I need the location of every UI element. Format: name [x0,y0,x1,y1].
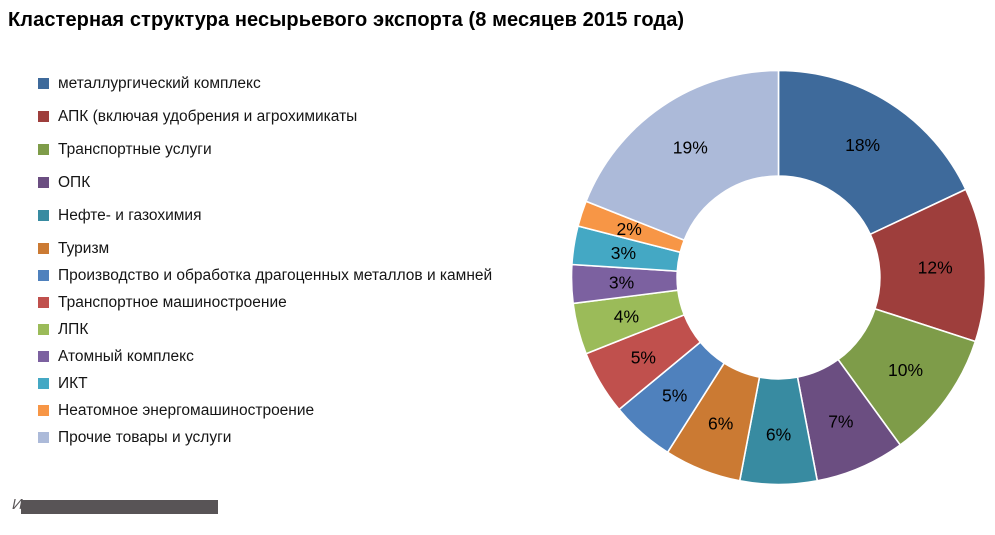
source-prefix: И [12,496,23,513]
slice-label: 10% [888,360,923,380]
legend-label: Неатомное энергомашиностроение [58,402,315,419]
slice-label: 6% [766,425,791,445]
legend-item: Нефте- и газохимия [38,205,560,226]
legend-swatch [38,210,49,221]
legend-label: металлургический комплекс [58,75,261,92]
legend-swatch [38,111,49,122]
chart-title: Кластерная структура несырьевого экспорт… [8,9,685,31]
legend-label: Нефте- и газохимия [58,207,202,224]
legend-swatch [38,324,49,335]
pie-slice [584,69,780,242]
legend-item: металлургический комплекс [38,73,560,94]
legend-item: Атомный комплекс [38,346,560,367]
slice-label: 12% [918,258,953,278]
legend-swatch [38,432,49,443]
legend-swatch [38,270,49,281]
legend-swatch [38,243,49,254]
slice-label: 19% [673,138,708,158]
legend-label: ОПК [58,174,91,191]
legend-swatch [38,144,49,155]
slice-label: 18% [845,135,880,155]
slice-label: 4% [614,307,639,327]
legend-swatch [38,351,49,362]
legend-item: АПК (включая удобрения и агрохимикаты [38,106,560,127]
slice-label: 3% [609,272,634,292]
source-redaction [20,500,218,514]
legend-label: Транспортные услуги [58,141,212,158]
legend-swatch [38,405,49,416]
legend-label: Туризм [58,240,110,257]
legend-item: Транспортные услуги [38,139,560,160]
legend-item: Производство и обработка драгоценных мет… [38,265,560,286]
slice-label: 6% [708,413,733,433]
legend-item: Неатомное энергомашиностроение [38,400,560,421]
legend: металлургический комплекс АПК (включая уд… [38,66,560,454]
slice-label: 7% [828,412,853,432]
pie-slice [777,69,967,236]
legend-item: Прочие товары и услуги [38,427,560,448]
legend-swatch [38,177,49,188]
legend-label: ЛПК [58,321,89,338]
legend-item: ОПК [38,172,560,193]
legend-label: ИКТ [58,375,88,392]
legend-swatch [38,78,49,89]
legend-item: Транспортное машиностроение [38,292,560,313]
legend-label: АПК (включая удобрения и агрохимикаты [58,108,358,125]
slice-label: 5% [662,385,687,405]
source-line: И [12,496,218,514]
legend-label: Атомный комплекс [58,348,194,365]
legend-item: ИКТ [38,373,560,394]
slice-label: 5% [631,347,656,367]
legend-swatch [38,378,49,389]
legend-item: Туризм [38,238,560,259]
legend-label: Прочие товары и услуги [58,429,232,446]
legend-swatch [38,297,49,308]
donut-chart: 18% 12% 10% 7% 6% 6% 5% 5% 4% 3% 3% 2% 19% [570,69,987,486]
legend-item: ЛПК [38,319,560,340]
slice-label: 2% [617,219,642,239]
legend-label: Производство и обработка драгоценных мет… [58,267,493,284]
legend-label: Транспортное машиностроение [58,294,287,311]
slice-label: 3% [611,243,636,263]
